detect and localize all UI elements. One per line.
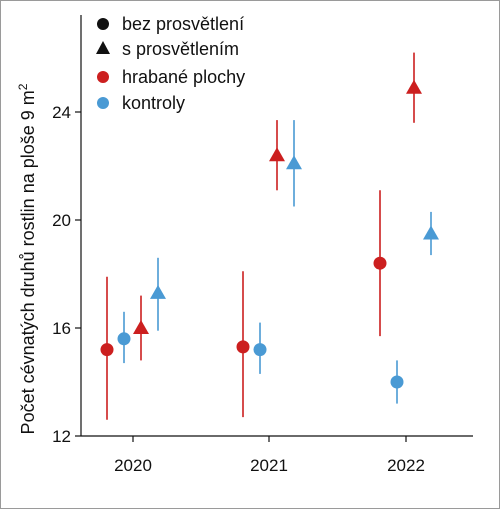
legend-label-s-prosvetlenim: s prosvětlením	[122, 39, 239, 59]
y-tick-label: 24	[52, 103, 71, 122]
y-tick-label: 12	[52, 427, 71, 446]
data-markers	[100, 79, 439, 389]
x-tick-label: 2022	[387, 456, 425, 475]
point-kontroly-s-2022	[423, 225, 439, 240]
legend: bez prosvětlení s prosvětlením hrabané p…	[96, 14, 245, 113]
legend-label-kontroly: kontroly	[122, 93, 185, 113]
point-kontroly-bez-2021	[253, 343, 267, 357]
point-kontroly-s-2021	[286, 155, 302, 170]
legend-marker-s-prosvetlenim	[96, 41, 110, 54]
legend-marker-kontroly	[97, 97, 109, 109]
x-ticks: 2020 2021 2022	[114, 436, 425, 475]
y-axis-title: Počet cévnatých druhů rostlin na ploše 9…	[16, 83, 38, 434]
point-hrabane-bez-2020	[100, 343, 114, 357]
point-hrabane-s-2021	[269, 147, 285, 162]
point-hrabane-bez-2021	[236, 340, 250, 354]
legend-marker-bez-prosvetleni	[97, 18, 109, 30]
point-hrabane-s-2020	[133, 320, 149, 334]
legend-label-bez-prosvetleni: bez prosvětlení	[122, 14, 244, 34]
y-ticks: 12 16 20 24	[52, 103, 81, 446]
point-kontroly-bez-2022	[390, 375, 404, 389]
x-tick-label: 2020	[114, 456, 152, 475]
y-tick-label: 20	[52, 211, 71, 230]
point-hrabane-s-2022	[406, 79, 422, 94]
legend-marker-hrabane-plochy	[97, 71, 109, 83]
point-kontroly-bez-2020	[117, 332, 131, 346]
x-tick-label: 2021	[250, 456, 288, 475]
point-hrabane-bez-2022	[373, 256, 387, 270]
legend-label-hrabane-plochy: hrabané plochy	[122, 67, 245, 87]
point-kontroly-s-2020	[150, 284, 166, 299]
y-tick-label: 16	[52, 319, 71, 338]
